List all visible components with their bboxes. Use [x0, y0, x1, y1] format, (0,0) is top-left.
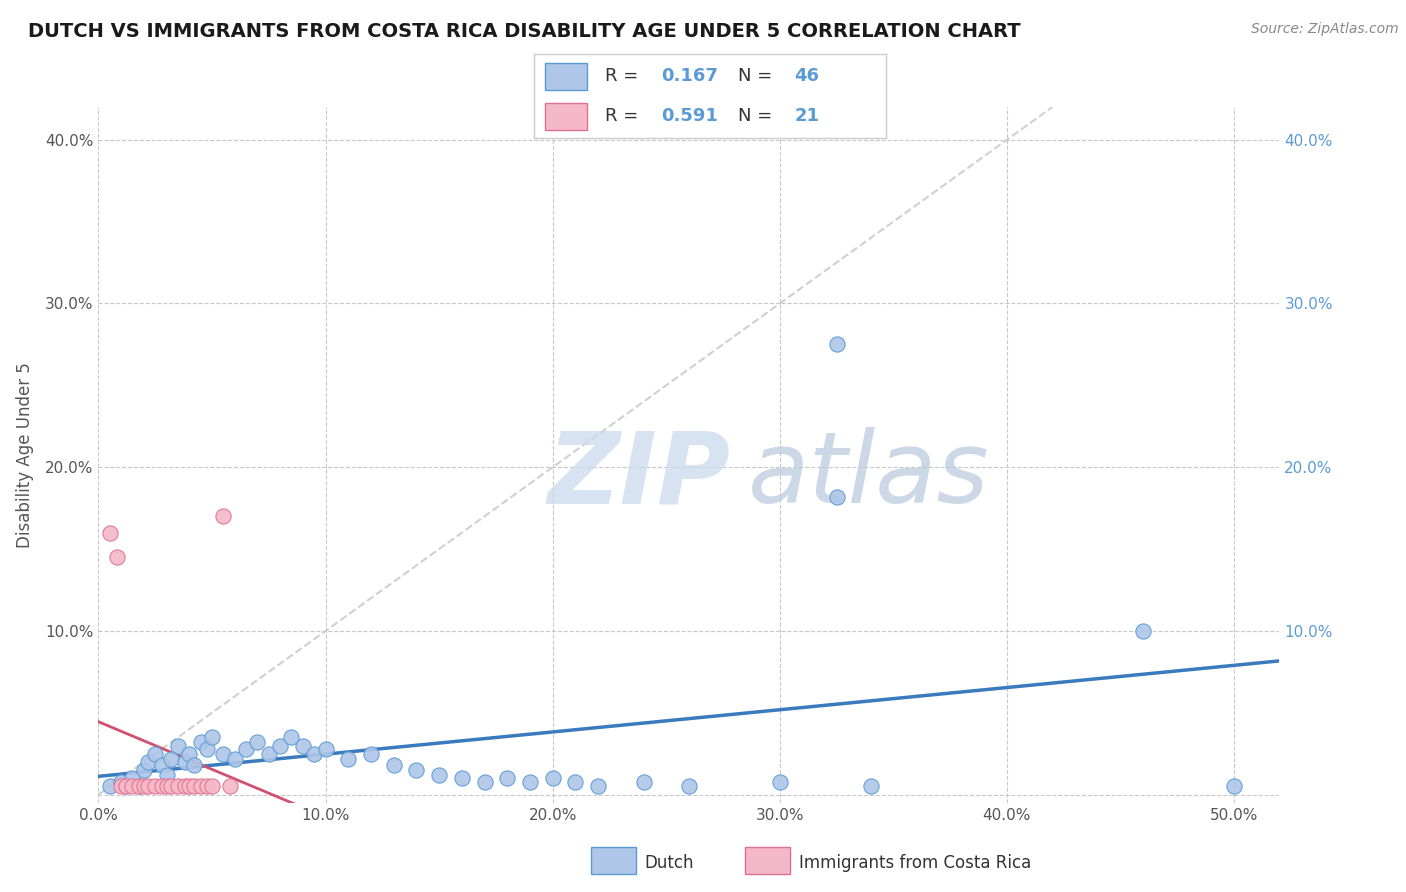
Point: [138, 780, 160, 794]
Y-axis label: Disability Age Under 5: Disability Age Under 5: [15, 362, 34, 548]
Point: [114, 780, 136, 794]
Point: [224, 751, 246, 765]
Point: [138, 755, 160, 769]
Point: [150, 780, 173, 794]
Text: ZIP: ZIP: [547, 427, 730, 524]
Point: [121, 780, 143, 794]
Point: [586, 780, 609, 794]
Point: [201, 780, 224, 794]
Point: [405, 763, 427, 777]
Text: R =: R =: [605, 68, 638, 86]
Point: [183, 758, 205, 772]
Point: [269, 739, 291, 753]
Point: [110, 780, 132, 794]
Point: [160, 780, 183, 794]
Text: N =: N =: [738, 107, 772, 125]
Text: atlas: atlas: [748, 427, 990, 524]
Point: [143, 780, 166, 794]
Text: 0.591: 0.591: [661, 107, 717, 125]
Point: [197, 780, 219, 794]
Point: [105, 550, 128, 565]
Point: [98, 525, 121, 540]
Text: Dutch: Dutch: [644, 854, 693, 871]
Point: [190, 780, 212, 794]
Point: [825, 337, 848, 351]
Point: [382, 758, 405, 772]
Point: [859, 780, 882, 794]
Point: [150, 758, 173, 772]
Text: DUTCH VS IMMIGRANTS FROM COSTA RICA DISABILITY AGE UNDER 5 CORRELATION CHART: DUTCH VS IMMIGRANTS FROM COSTA RICA DISA…: [28, 22, 1021, 41]
Point: [427, 768, 450, 782]
Point: [474, 774, 496, 789]
Point: [496, 771, 519, 785]
Point: [519, 774, 541, 789]
Point: [315, 741, 337, 756]
Point: [128, 780, 150, 794]
Point: [160, 751, 183, 765]
Text: 21: 21: [794, 107, 820, 125]
Point: [183, 780, 205, 794]
Point: [291, 739, 314, 753]
Point: [132, 780, 155, 794]
Text: 46: 46: [794, 68, 820, 86]
Point: [98, 780, 121, 794]
Text: R =: R =: [605, 107, 638, 125]
Point: [219, 780, 242, 794]
Point: [121, 771, 143, 785]
Point: [167, 739, 190, 753]
Point: [337, 751, 360, 765]
Point: [1132, 624, 1154, 638]
Point: [212, 747, 235, 761]
Point: [246, 735, 269, 749]
Point: [110, 774, 132, 789]
Point: [173, 755, 195, 769]
Point: [132, 763, 155, 777]
Point: [128, 780, 150, 794]
Point: [179, 780, 201, 794]
Point: [769, 774, 792, 789]
Point: [212, 509, 235, 524]
FancyBboxPatch shape: [544, 103, 588, 130]
Point: [114, 780, 136, 794]
FancyBboxPatch shape: [544, 62, 588, 90]
Text: Source: ZipAtlas.com: Source: ZipAtlas.com: [1251, 22, 1399, 37]
Text: Immigrants from Costa Rica: Immigrants from Costa Rica: [799, 854, 1031, 871]
Point: [257, 747, 280, 761]
Point: [155, 780, 177, 794]
Point: [825, 490, 848, 504]
Point: [179, 747, 201, 761]
Point: [235, 741, 257, 756]
Point: [167, 780, 190, 794]
Point: [173, 780, 195, 794]
Point: [450, 771, 472, 785]
Point: [360, 747, 382, 761]
Point: [564, 774, 586, 789]
Point: [201, 731, 224, 745]
Point: [190, 735, 212, 749]
Point: [280, 731, 302, 745]
Point: [302, 747, 325, 761]
Point: [155, 768, 177, 782]
Text: 0.167: 0.167: [661, 68, 717, 86]
Point: [678, 780, 700, 794]
Point: [633, 774, 655, 789]
Point: [197, 741, 219, 756]
Text: N =: N =: [738, 68, 772, 86]
Point: [1223, 780, 1246, 794]
Point: [143, 747, 166, 761]
Point: [541, 771, 564, 785]
